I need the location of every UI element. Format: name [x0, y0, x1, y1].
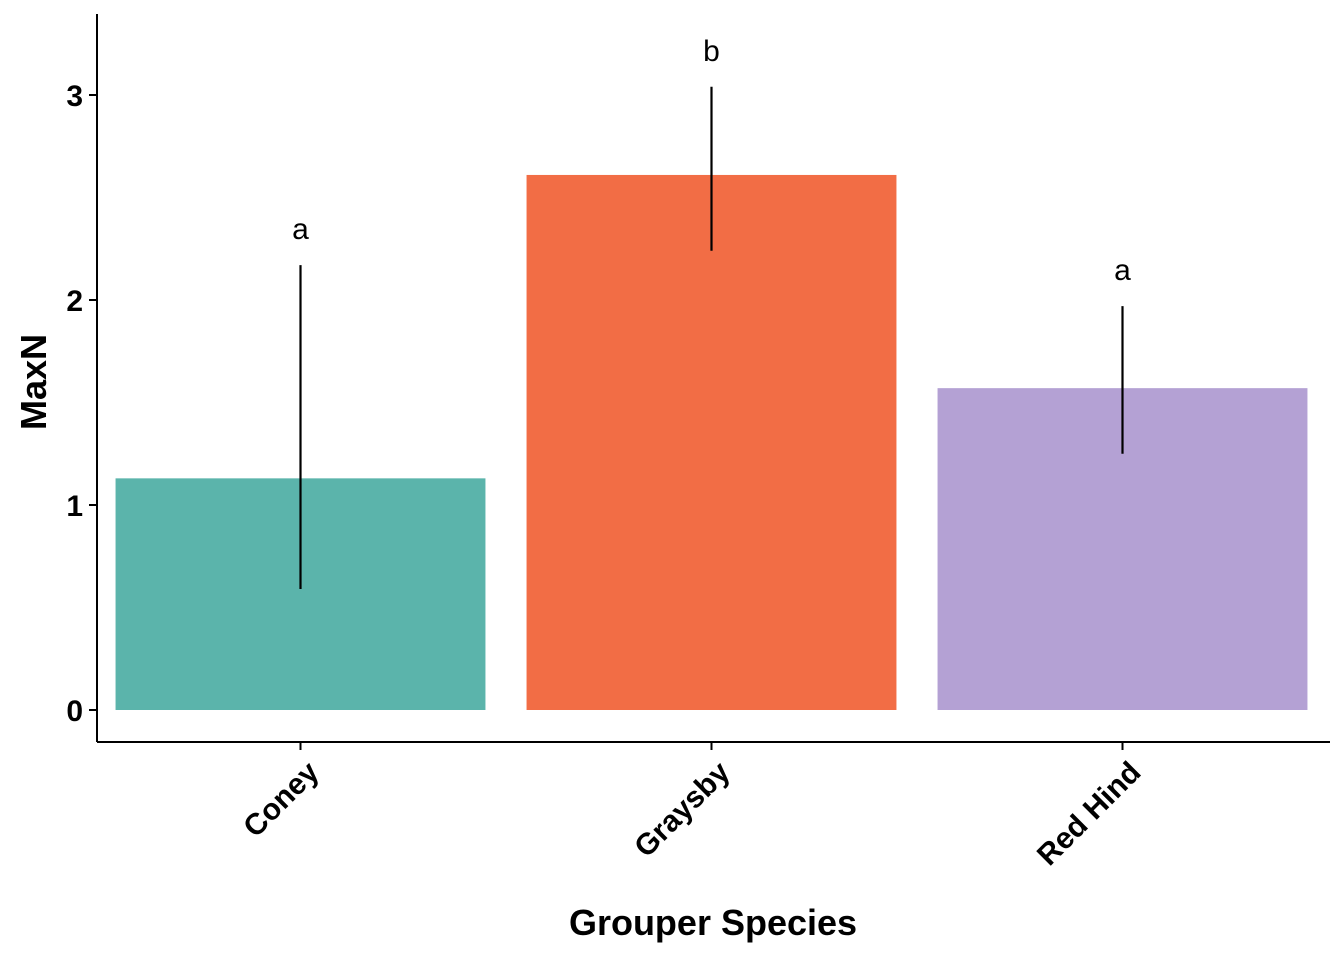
- x-axis-title: Grouper Species: [569, 902, 857, 943]
- y-axis-title: MaxN: [13, 334, 54, 430]
- y-tick-label-3: 3: [66, 80, 83, 113]
- y-tick-label-1: 1: [66, 490, 83, 523]
- significance-labels: a b a: [292, 35, 1131, 287]
- y-ticks: 0 1 2 3: [66, 80, 97, 728]
- x-tick-label-0: Coney: [237, 755, 325, 843]
- x-tick-label-2: Red Hind: [1031, 756, 1147, 872]
- x-ticks: Coney Graysby Red Hind: [237, 742, 1147, 872]
- significance-label-1: b: [703, 35, 720, 68]
- significance-label-0: a: [292, 213, 309, 246]
- axes: [96, 14, 1330, 743]
- y-tick-label-0: 0: [66, 695, 83, 728]
- error-bars: [299, 86, 1124, 590]
- significance-label-2: a: [1114, 254, 1131, 287]
- x-tick-label-1: Graysby: [628, 755, 736, 863]
- bar-1: [526, 174, 897, 710]
- y-tick-label-2: 2: [66, 285, 83, 318]
